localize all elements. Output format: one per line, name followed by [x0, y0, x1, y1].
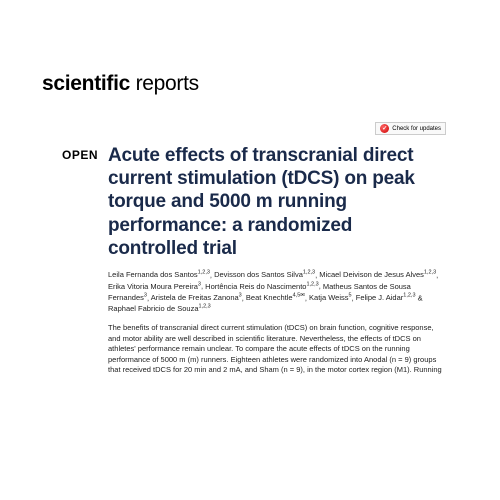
author-affiliation: 1,2,3 [198, 270, 210, 276]
check-updates-icon: ✓ [380, 124, 389, 133]
author-affiliation: 1,2,3 [199, 304, 211, 310]
journal-name: scientific reports [42, 72, 199, 96]
article-block: OPEN Acute effects of transcranial direc… [62, 144, 446, 376]
journal-bold: scientific [42, 72, 130, 95]
author: Micael Deivison de Jesus Alves1,2,3 [319, 270, 436, 279]
article-main: Acute effects of transcranial direct cur… [108, 144, 446, 376]
check-updates-button[interactable]: ✓ Check for updates [375, 122, 446, 135]
author: Erika Vitoria Moura Pereira3 [108, 282, 201, 291]
abstract-text: The benefits of transcranial direct curr… [108, 323, 446, 376]
author-affiliation: 1,2,3 [306, 281, 318, 287]
author: Hortência Reis do Nascimento1,2,3 [205, 282, 319, 291]
author: Katja Weiss5 [309, 293, 352, 302]
author: Beat Knechtle4,5✉ [246, 293, 305, 302]
author: Felipe J. Aidar1,2,3 [356, 293, 416, 302]
open-access-label: OPEN [62, 144, 98, 376]
author: Leila Fernanda dos Santos1,2,3 [108, 270, 210, 279]
check-updates-label: Check for updates [392, 126, 441, 132]
article-title: Acute effects of transcranial direct cur… [108, 144, 446, 260]
author: Devisson dos Santos Silva1,2,3 [214, 270, 315, 279]
author: Raphael Fabricio de Souza1,2,3 [108, 304, 211, 313]
author-affiliation: 1,2,3 [403, 293, 415, 299]
author-affiliation: 1,2,3 [424, 270, 436, 276]
author-affiliation: 4,5✉ [293, 293, 305, 299]
journal-light: reports [130, 72, 199, 95]
authors-list: Leila Fernanda dos Santos1,2,3, Devisson… [108, 270, 446, 316]
author-affiliation: 1,2,3 [303, 270, 315, 276]
author: Aristela de Freitas Zanona3 [151, 293, 242, 302]
